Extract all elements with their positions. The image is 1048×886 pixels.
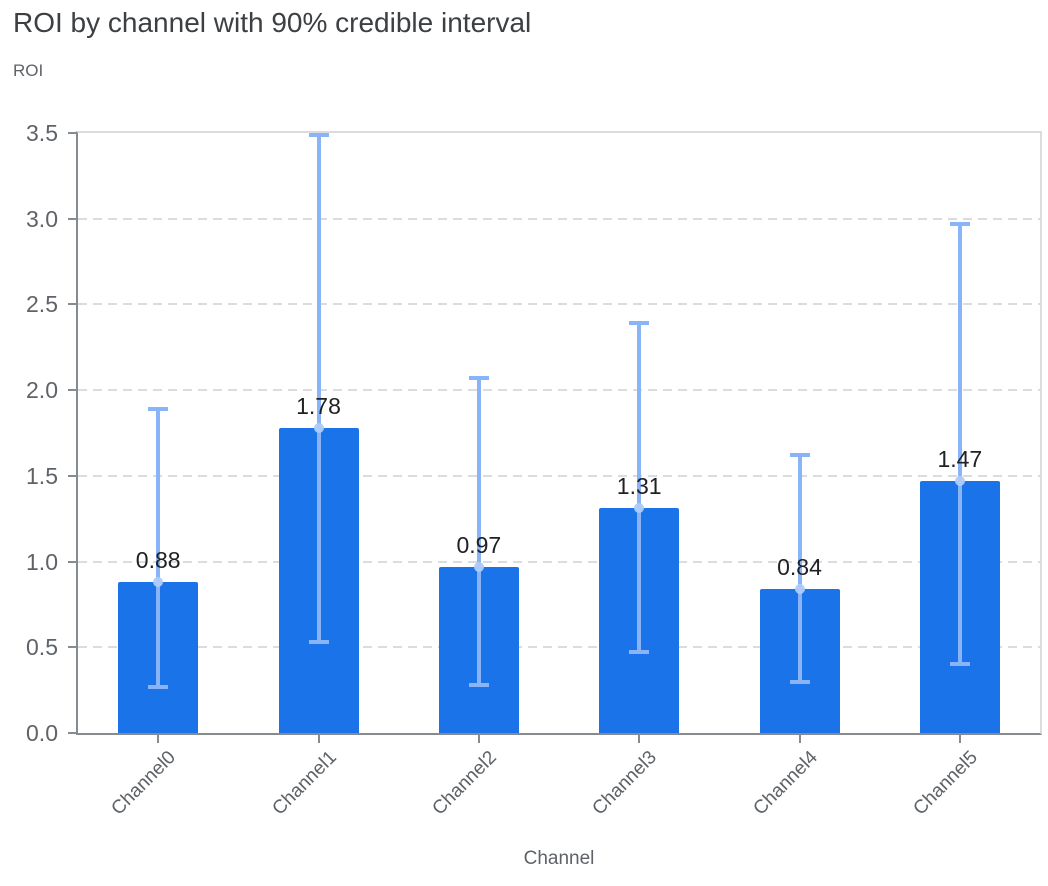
x-tick-label: Channel2 (428, 747, 501, 820)
mean-marker (634, 503, 645, 514)
error-bar-line (156, 409, 161, 687)
error-bar-cap-upper (949, 221, 970, 226)
x-axis-tick (798, 735, 801, 743)
mean-marker (153, 577, 164, 588)
error-bar-line (316, 134, 321, 643)
y-tick-label: 0.5 (26, 634, 58, 661)
gridline (78, 474, 1040, 477)
error-bar-cap-lower (308, 640, 329, 645)
bar-value-label: 1.47 (937, 446, 983, 472)
y-axis-tick (68, 560, 76, 563)
chart-title: ROI by channel with 90% credible interva… (13, 7, 532, 38)
x-tick-label: Channel5 (909, 747, 982, 820)
y-tick-label: 3.0 (26, 205, 58, 232)
error-bar-cap-lower (148, 684, 169, 689)
y-axis-tick (68, 732, 76, 734)
y-tick-label: 1.5 (26, 462, 58, 489)
bar-value-label: 1.31 (616, 473, 662, 500)
gridline (78, 389, 1040, 392)
mean-marker (794, 584, 805, 594)
y-axis-title: ROI (13, 61, 44, 80)
bar-value-label: 0.88 (135, 547, 181, 574)
bar-value-label: 0.97 (456, 531, 502, 558)
y-axis-tick (68, 646, 76, 649)
x-axis-tick (638, 735, 641, 743)
x-tick-label: Channel0 (107, 747, 181, 820)
x-axis-title: Channel (523, 848, 595, 869)
error-bar-cap-upper (468, 376, 489, 381)
gridline (78, 560, 1040, 563)
error-bar-cap-upper (308, 132, 329, 137)
mean-marker (313, 422, 324, 433)
y-axis-tick (68, 389, 76, 392)
error-bar-cap-lower (949, 662, 970, 667)
error-bar-cap-lower (629, 650, 650, 655)
y-tick-label: 0.0 (26, 720, 58, 746)
error-bar-cap-upper (148, 407, 169, 411)
y-tick-label: 3.5 (26, 120, 58, 146)
gridline (78, 646, 1040, 649)
y-tick-label: 2.0 (26, 377, 58, 404)
mean-marker (954, 476, 965, 486)
y-tick-label: 1.0 (26, 548, 58, 575)
x-axis-tick (958, 735, 961, 743)
error-bar-line (957, 223, 962, 665)
x-tick-label: Channel4 (748, 747, 822, 820)
gridline (78, 303, 1040, 306)
mean-marker (473, 561, 484, 572)
bar-value-label: 1.78 (296, 392, 341, 419)
error-bar-line (797, 455, 802, 682)
x-axis-tick (157, 735, 160, 743)
x-tick-label: Channel3 (588, 747, 662, 820)
error-bar-cap-lower (468, 683, 489, 687)
y-axis-tick (68, 217, 76, 220)
error-bar-cap-upper (629, 321, 650, 326)
error-bar-cap-lower (789, 679, 810, 684)
error-bar-line (637, 323, 642, 653)
x-axis-tick (477, 735, 480, 743)
y-axis-tick (68, 474, 76, 477)
y-axis-tick (68, 132, 76, 134)
plot-area: 0.0 0.5 1.0 1.5 2.0 2.5 3.0 3.5 0.88 Channel0 1.78… (26, 120, 1042, 819)
bar-value-label: 0.84 (777, 554, 822, 580)
y-tick-label: 2.5 (26, 291, 58, 318)
y-axis-tick (68, 303, 76, 306)
x-axis-tick (317, 735, 320, 743)
error-bar-line (476, 378, 481, 685)
error-bar-cap-upper (789, 453, 810, 458)
gridline (78, 217, 1040, 220)
x-tick-label: Channel1 (267, 747, 341, 820)
